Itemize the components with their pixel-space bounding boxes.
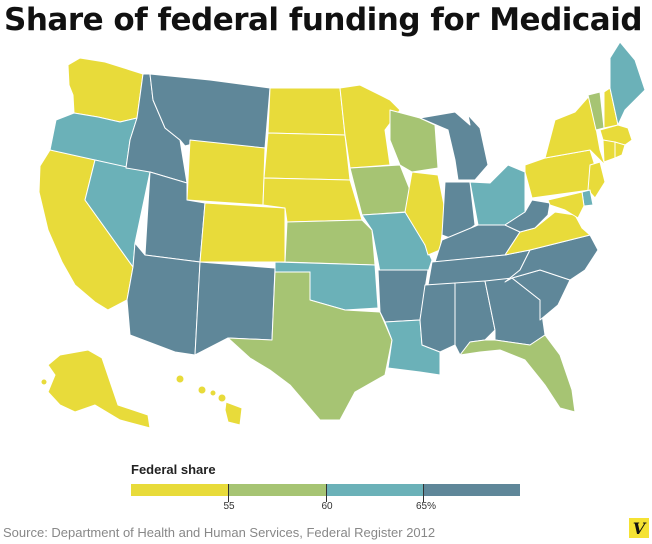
state-MD xyxy=(547,191,585,219)
legend-tick-label-60: 60 xyxy=(321,501,333,512)
state-RI xyxy=(614,141,626,159)
state-MS xyxy=(419,282,456,353)
legend-swatch-3 xyxy=(326,484,423,496)
state-WA xyxy=(67,57,144,123)
state-SD xyxy=(263,132,351,181)
state-IA xyxy=(349,164,413,216)
state-MI xyxy=(419,111,489,181)
state-CT xyxy=(602,139,616,163)
state-MN xyxy=(339,84,401,169)
state-KS xyxy=(284,219,376,266)
legend-swatch-4 xyxy=(423,484,520,496)
state-NJ xyxy=(587,161,606,199)
state-TX xyxy=(227,271,393,421)
state-ND xyxy=(267,87,346,136)
state-WV xyxy=(504,199,551,233)
state-WY xyxy=(186,139,266,206)
state-FL xyxy=(459,334,576,413)
state-IL xyxy=(404,171,446,256)
legend-tick-60 xyxy=(326,484,327,502)
legend-tick-label-65: 65% xyxy=(415,501,437,512)
us-map xyxy=(38,41,646,429)
legend-tick-65 xyxy=(423,484,424,502)
vox-logo: V xyxy=(629,518,649,538)
legend-tick-label-55: 55 xyxy=(223,501,235,512)
legend-swatch-2 xyxy=(228,484,326,496)
legend-tick-55 xyxy=(228,484,229,502)
state-AK xyxy=(47,349,151,429)
state-HI xyxy=(40,374,243,426)
legend-title: Federal share xyxy=(131,462,216,477)
state-CO xyxy=(199,202,286,263)
state-NC xyxy=(504,234,599,283)
legend-swatch-1 xyxy=(131,484,228,496)
map-title: Share of federal funding for Medicaid xyxy=(4,2,643,38)
legend-bar xyxy=(131,484,520,496)
source-note: Source: Department of Health and Human S… xyxy=(3,525,436,540)
state-ME xyxy=(609,41,646,126)
